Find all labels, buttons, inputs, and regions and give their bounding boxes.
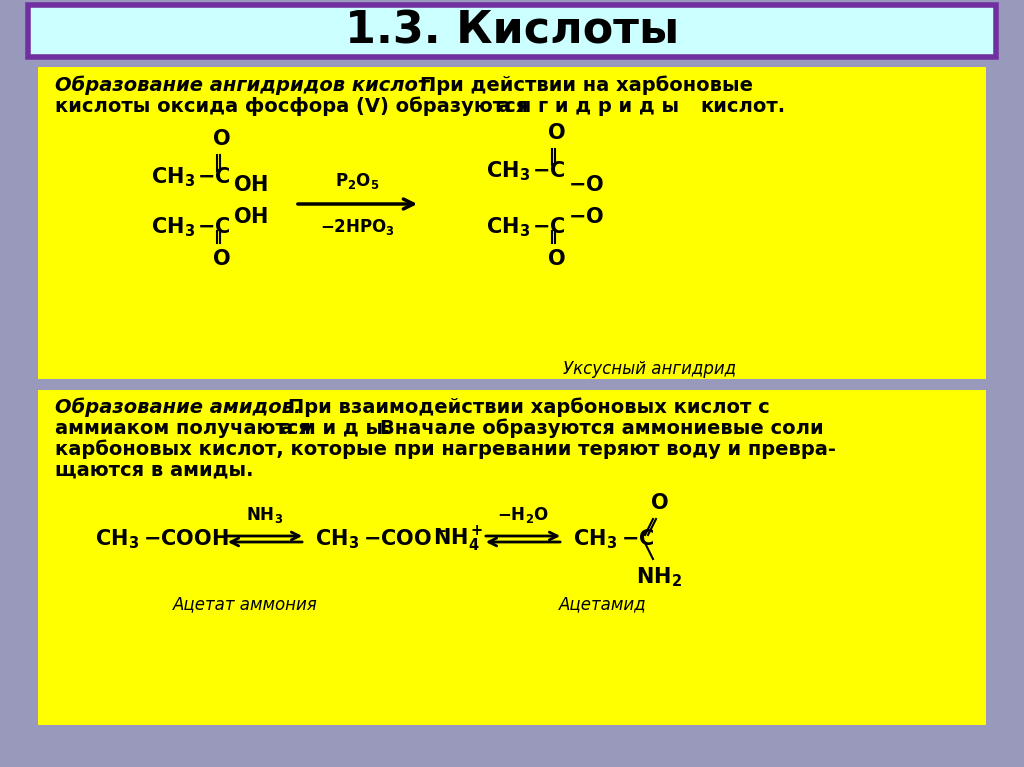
Text: $\mathregular{-2HPO_3}$: $\mathregular{-2HPO_3}$ <box>319 217 395 237</box>
Text: Вначале образуются аммониевые соли: Вначале образуются аммониевые соли <box>380 418 823 438</box>
Text: $\mathregular{-C}$: $\mathregular{-C}$ <box>197 167 230 187</box>
Text: Ацетат аммония: Ацетат аммония <box>173 595 317 613</box>
Text: $\mathregular{P_2O_5}$: $\mathregular{P_2O_5}$ <box>335 171 380 191</box>
Text: $\mathregular{O}$: $\mathregular{O}$ <box>212 249 230 269</box>
Bar <box>38 390 986 725</box>
Text: $\mathregular{NH_3}$: $\mathregular{NH_3}$ <box>247 505 284 525</box>
Text: $\mathregular{O}$: $\mathregular{O}$ <box>547 123 565 143</box>
Text: При взаимодействии харбоновых кислот с: При взаимодействии харбоновых кислот с <box>288 397 770 416</box>
Text: При действии на харбоновые: При действии на харбоновые <box>420 75 753 95</box>
Text: 1.3. Кислоты: 1.3. Кислоты <box>345 9 679 52</box>
Bar <box>28 5 996 57</box>
Text: $\mathregular{O}$: $\mathregular{O}$ <box>547 249 565 269</box>
Text: $\mathregular{-C}$: $\mathregular{-C}$ <box>621 529 654 549</box>
Text: $\mathregular{-C}$: $\mathregular{-C}$ <box>532 161 565 181</box>
Text: щаются в амиды.: щаются в амиды. <box>55 460 254 479</box>
Text: Ацетамид: Ацетамид <box>559 595 647 613</box>
Text: $\mathregular{OH}$: $\mathregular{OH}$ <box>233 175 268 195</box>
Text: $\mathregular{CH_3}$: $\mathregular{CH_3}$ <box>486 216 530 239</box>
Text: $\mathregular{CH_3}$: $\mathregular{CH_3}$ <box>95 527 139 551</box>
Text: $\mathregular{CH_3}$: $\mathregular{CH_3}$ <box>315 527 359 551</box>
Text: кислот.: кислот. <box>700 97 785 116</box>
Text: $\mathregular{-C}$: $\mathregular{-C}$ <box>197 217 230 237</box>
Text: $\mathregular{-O}$: $\mathregular{-O}$ <box>568 175 604 195</box>
Text: Уксусный ангидрид: Уксусный ангидрид <box>563 360 736 378</box>
Text: $\mathregular{OH}$: $\mathregular{OH}$ <box>233 207 268 227</box>
Bar <box>38 67 986 379</box>
Text: а н г и д р и д ы: а н г и д р и д ы <box>498 97 679 116</box>
Text: аммиаком получаются: аммиаком получаются <box>55 419 311 437</box>
Text: $\mathregular{CH_3}$: $\mathregular{CH_3}$ <box>151 165 195 189</box>
Text: $\mathregular{CH_3}$: $\mathregular{CH_3}$ <box>151 216 195 239</box>
Text: $\mathregular{-H_2O}$: $\mathregular{-H_2O}$ <box>497 505 549 525</box>
Text: $\mathregular{NH_4^+}$: $\mathregular{NH_4^+}$ <box>433 525 483 554</box>
Text: $\mathregular{-COO^-}$: $\mathregular{-COO^-}$ <box>362 529 447 549</box>
Text: $\mathregular{-COOH}$: $\mathregular{-COOH}$ <box>143 529 228 549</box>
Text: $\mathregular{-O}$: $\mathregular{-O}$ <box>568 207 604 227</box>
Text: $\mathregular{CH_3}$: $\mathregular{CH_3}$ <box>573 527 617 551</box>
Text: $\mathregular{CH_3}$: $\mathregular{CH_3}$ <box>486 160 530 183</box>
Text: Образование амидов.: Образование амидов. <box>55 397 301 416</box>
Text: $\mathregular{-C}$: $\mathregular{-C}$ <box>532 217 565 237</box>
Text: Образование ангидридов кислот.: Образование ангидридов кислот. <box>55 75 436 95</box>
Text: $\mathregular{O}$: $\mathregular{O}$ <box>649 493 669 513</box>
Text: кислоты оксида фосфора (V) образуются: кислоты оксида фосфора (V) образуются <box>55 96 528 116</box>
Text: $\mathregular{O}$: $\mathregular{O}$ <box>212 129 230 149</box>
Text: карбоновых кислот, которые при нагревании теряют воду и превра-: карбоновых кислот, которые при нагревани… <box>55 439 836 459</box>
Text: $\mathregular{NH_2}$: $\mathregular{NH_2}$ <box>636 565 682 588</box>
Text: а м и д ы.: а м и д ы. <box>280 419 390 437</box>
